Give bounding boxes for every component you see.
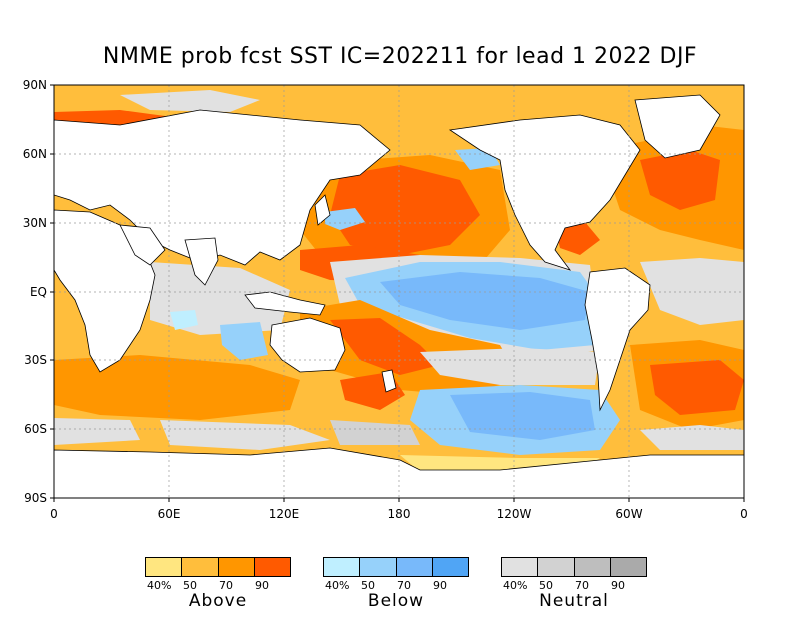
legend-below: 40% 50 70 90 Below	[323, 557, 469, 611]
legend-tick: 70	[219, 579, 233, 592]
legend-tick: 40%	[147, 579, 172, 592]
land-indonesia	[244, 291, 326, 316]
land-greenland	[634, 94, 721, 159]
lat-label-60s: 60S	[24, 422, 47, 436]
south-pacific-neutral	[420, 348, 600, 385]
legend-tick: 40%	[503, 579, 528, 592]
southern-ocean-below-strong	[450, 392, 595, 440]
legend-tick: 50	[183, 579, 197, 592]
legend-neutral: 40% 50 70 90 Neutral	[501, 557, 647, 611]
legend-neutral-swatch	[574, 558, 611, 576]
lon-label-180: 180	[387, 507, 411, 521]
north-atlantic-core	[640, 150, 720, 210]
land-australia	[269, 317, 346, 373]
legend-above-ticks: 40% 50 70 90	[145, 579, 291, 592]
southern-ocean-neutral-2	[160, 420, 330, 450]
legend-tick: 90	[433, 579, 447, 592]
lon-label-120e: 120E	[268, 507, 300, 521]
land-new-zealand	[381, 369, 397, 393]
axis-ticks	[50, 84, 745, 502]
south-atlantic-core	[650, 360, 744, 415]
north-pacific-below-patch	[325, 208, 365, 230]
southern-ocean-neutral-3	[330, 420, 420, 445]
legend-above-swatch	[146, 558, 183, 576]
north-pacific-core	[330, 165, 480, 255]
lat-label-30n: 30N	[22, 216, 47, 230]
grid-lines	[54, 85, 744, 498]
land-eurasia	[54, 109, 391, 266]
map-title: NMME prob fcst SST IC=202211 for lead 1 …	[102, 44, 698, 69]
equatorial-pacific-below-strong	[380, 272, 590, 330]
legend-tick: 90	[255, 579, 269, 592]
legend-tick: 50	[539, 579, 553, 592]
legend-below-label: Below	[367, 591, 425, 611]
indian-ocean-below-2	[220, 322, 268, 360]
lon-label-120w: 120W	[496, 507, 532, 521]
lon-label-60e: 60E	[157, 507, 181, 521]
legend-tick: 70	[575, 579, 589, 592]
legend-below-swatches	[323, 557, 469, 577]
southern-ocean-neutral-1	[54, 418, 140, 445]
lat-label-eq: EQ	[29, 285, 47, 299]
legend-above-swatch	[182, 558, 219, 576]
legend-below-swatch	[360, 558, 397, 576]
south-pacific-above-core	[330, 318, 440, 375]
lat-label-30s: 30S	[24, 353, 47, 367]
legend-neutral-swatch	[502, 558, 539, 576]
legend-below-swatch	[396, 558, 433, 576]
legend-tick: 40%	[325, 579, 350, 592]
legend-neutral-label: Neutral	[539, 591, 609, 611]
legend-tick: 70	[397, 579, 411, 592]
south-indian-above	[54, 355, 300, 420]
land-japan	[314, 194, 331, 226]
legend-neutral-swatch	[610, 558, 646, 576]
legend-below-swatch	[324, 558, 361, 576]
indian-ocean-below-1	[170, 310, 198, 330]
legend-below-swatch	[432, 558, 468, 576]
lat-label-90s: 90S	[24, 491, 47, 505]
atlantic-neutral	[640, 258, 744, 325]
lon-label-0-right: 0	[740, 507, 748, 521]
land-india	[184, 237, 219, 286]
lon-label-60w: 60W	[615, 507, 643, 521]
land-south-america	[584, 267, 651, 412]
southern-ocean-neutral-4	[640, 425, 744, 450]
gulf-mexico-strong	[555, 222, 600, 255]
lat-label-60n: 60N	[22, 147, 47, 161]
legend-neutral-swatches	[501, 557, 647, 577]
legend-neutral-ticks: 40% 50 70 90	[501, 579, 647, 592]
legend-above: 40% 50 70 90 Above	[145, 557, 291, 611]
legend-tick: 50	[361, 579, 375, 592]
land-north-america	[448, 114, 641, 271]
land-antarctica	[54, 447, 744, 498]
lat-label-90n: 90N	[22, 78, 47, 92]
legend-above-swatch	[218, 558, 255, 576]
legend-above-swatch	[254, 558, 290, 576]
legend-tick: 90	[611, 579, 625, 592]
lon-label-0-left: 0	[50, 507, 58, 521]
land-arabia	[119, 224, 166, 266]
legend-below-ticks: 40% 50 70 90	[323, 579, 469, 592]
legend-neutral-swatch	[538, 558, 575, 576]
arctic-neutral-patch	[120, 90, 260, 112]
legend-above-label: Above	[188, 591, 248, 611]
legend-above-swatches	[145, 557, 291, 577]
